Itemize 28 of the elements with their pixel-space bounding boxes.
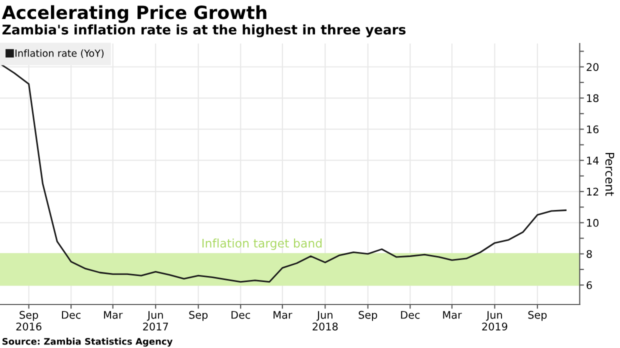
y-tick-label: 10	[587, 218, 599, 227]
chart-subtitle: Zambia's inflation rate is at the highest in three years	[2, 24, 406, 38]
y-tick-label: 18	[587, 94, 598, 102]
y-tick-label: 8	[586, 250, 592, 258]
x-tick-label: Jun 2017	[143, 311, 168, 330]
x-tick-label: Mar	[443, 311, 462, 319]
y-tick-label: 14	[587, 156, 599, 164]
chart-title: Accelerating Price Growth	[2, 5, 266, 23]
y-tick-label: 20	[586, 63, 599, 71]
source-note: Source: Zambia Statistics Agency	[2, 338, 173, 347]
x-tick-label: Mar	[274, 311, 292, 319]
x-tick-label: Sep	[358, 310, 378, 321]
x-tick-label: Sep	[528, 310, 547, 321]
x-tick-label: Dec	[232, 311, 250, 319]
x-tick-label: Sep	[189, 310, 208, 321]
y-tick-label: 6	[586, 281, 592, 290]
x-tick-label: Jun 2018	[312, 311, 338, 330]
y-tick-label: 12	[587, 188, 598, 196]
legend-label: Inflation rate (YoY)	[16, 49, 104, 58]
line-series	[0, 62, 567, 283]
x-tick-label: Dec	[62, 311, 80, 319]
band-label: Inflation target band	[202, 238, 322, 250]
y-axis-title: Percent	[605, 152, 614, 196]
x-tick-label: Mar	[104, 311, 123, 319]
y-tick-label: 16	[587, 125, 599, 134]
x-tick-label: Dec	[401, 311, 420, 319]
x-tick-label: Jun 2019	[482, 311, 508, 330]
x-tick-label: Sep 2016	[16, 310, 42, 330]
